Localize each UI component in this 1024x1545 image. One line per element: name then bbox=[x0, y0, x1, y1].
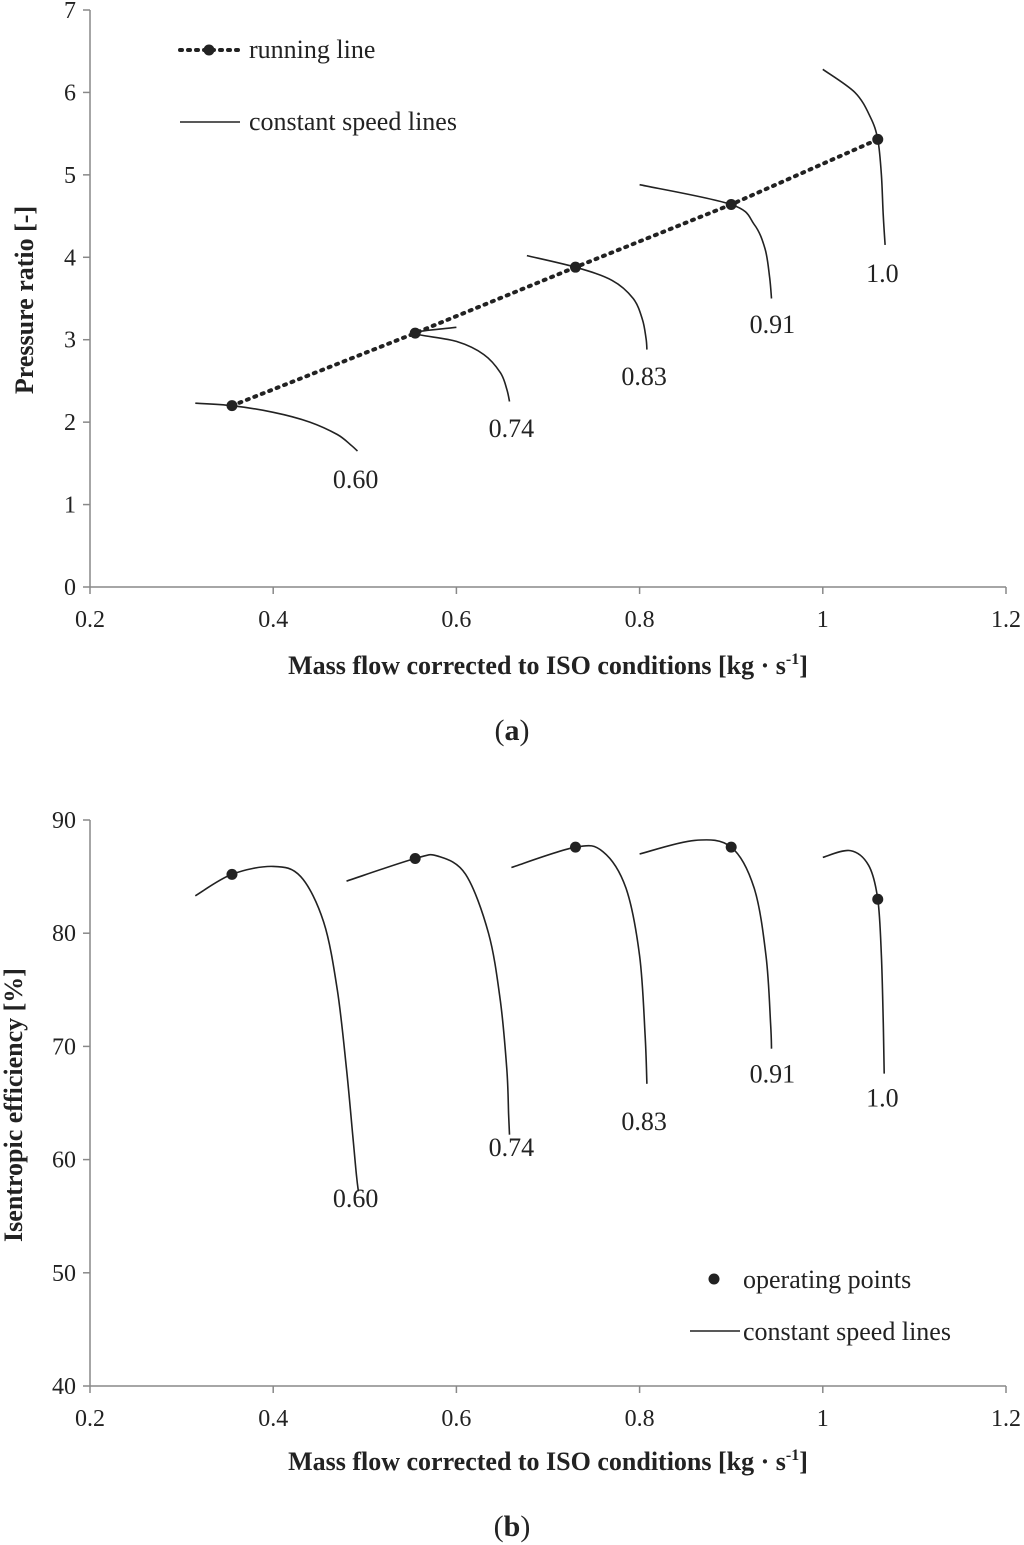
running-line bbox=[230, 137, 880, 408]
y-tick-label: 4 bbox=[64, 245, 76, 271]
y-tick-label: 2 bbox=[64, 410, 76, 436]
operating-point bbox=[409, 852, 421, 864]
chart-a: 0.2 0.4 0.6 0.8 1 1.2 0 1 2 3 4 5 6 7 0.60 0.74 0.83 0.9… bbox=[10, 0, 1021, 747]
y-tick-label: 70 bbox=[52, 1034, 76, 1060]
x-tick-label: 1 bbox=[817, 607, 829, 633]
legend-running-line-label: running line bbox=[249, 35, 375, 64]
speed-line-0-83 bbox=[511, 844, 648, 1084]
x-tick-label: 0.4 bbox=[258, 607, 288, 633]
x-tick-label: 0.6 bbox=[441, 607, 471, 633]
speed-line-0-91 bbox=[639, 839, 773, 1049]
speed-line-label: 0.91 bbox=[750, 1060, 796, 1089]
y-tick-label: 5 bbox=[64, 163, 76, 189]
speed-line-label: 0.74 bbox=[489, 1133, 535, 1162]
y-tick-label: 7 bbox=[64, 0, 76, 24]
speed-line-0-83 bbox=[526, 254, 648, 350]
chart-a-ticks: 0.2 0.4 0.6 0.8 1 1.2 0 1 2 3 4 5 6 7 bbox=[64, 0, 1021, 633]
speed-line-0-74 bbox=[346, 853, 511, 1135]
panel-b-caption: (b) bbox=[494, 1510, 531, 1543]
chart-b-ticks: 0.2 0.4 0.6 0.8 1 1.2 40 50 60 70 80 90 bbox=[52, 808, 1021, 1432]
y-tick-label: 90 bbox=[52, 808, 76, 834]
speed-line-label: 0.60 bbox=[333, 465, 379, 494]
legend-operating-points-label: operating points bbox=[743, 1265, 911, 1294]
panel-b-letter: b bbox=[504, 1510, 521, 1543]
x-tick-label: 0.8 bbox=[625, 607, 655, 633]
chart-a-y-label: Pressure ratio [-] bbox=[10, 206, 39, 394]
x-tick-label: 0.4 bbox=[258, 1406, 288, 1432]
operating-point bbox=[226, 868, 238, 880]
x-tick-label: 0.6 bbox=[441, 1406, 471, 1432]
speed-line-label: 0.60 bbox=[333, 1184, 379, 1213]
chart-b-x-label-main: Mass flow corrected to ISO conditions [k… bbox=[288, 1447, 786, 1476]
running-line-point bbox=[725, 199, 737, 211]
running-line-point bbox=[409, 327, 421, 339]
panel-a-letter: a bbox=[505, 714, 520, 747]
panel-a-caption: (a) bbox=[495, 714, 530, 747]
speed-line-label: 0.83 bbox=[621, 1107, 667, 1136]
x-tick-label: 0.8 bbox=[625, 1406, 655, 1432]
speed-line-1-0 bbox=[822, 849, 885, 1074]
speed-line-0-60 bbox=[195, 402, 359, 452]
operating-point bbox=[872, 893, 884, 905]
x-tick-label: 1.2 bbox=[991, 1406, 1021, 1432]
x-tick-label: 0.2 bbox=[75, 607, 105, 633]
chart-b-y-label: Isentropic efficiency [%] bbox=[0, 968, 28, 1242]
chart-b-x-label-sup: -1 bbox=[786, 1447, 799, 1464]
speed-line-0-60 bbox=[194, 865, 360, 1192]
chart-b-x-label: Mass flow corrected to ISO conditions [k… bbox=[288, 1447, 808, 1476]
x-tick-label: 1.2 bbox=[991, 607, 1021, 633]
chart-b-speed-lines: 0.60 0.74 0.83 0.91 1.0 bbox=[194, 839, 899, 1213]
y-tick-label: 60 bbox=[52, 1148, 76, 1174]
operating-point bbox=[569, 841, 581, 853]
chart-b-legend: operating points constant speed lines bbox=[690, 1265, 951, 1346]
chart-b-operating-points bbox=[226, 841, 884, 905]
legend-speed-lines-label: constant speed lines bbox=[249, 107, 457, 136]
speed-line-1-0 bbox=[822, 68, 886, 245]
speed-line-label: 0.74 bbox=[489, 414, 535, 443]
speed-line-0-91 bbox=[639, 183, 773, 299]
speed-line-label: 1.0 bbox=[866, 259, 899, 288]
legend-speed-lines-label-b: constant speed lines bbox=[743, 1317, 951, 1346]
chart-a-x-label-main: Mass flow corrected to ISO conditions [k… bbox=[288, 651, 786, 680]
legend-running-line-marker bbox=[203, 44, 215, 56]
speed-line-0-74 bbox=[414, 326, 511, 402]
y-tick-label: 3 bbox=[64, 328, 76, 354]
legend-operating-points-marker bbox=[708, 1273, 720, 1285]
running-line-point bbox=[226, 400, 238, 412]
y-tick-label: 1 bbox=[64, 493, 76, 519]
y-tick-label: 6 bbox=[64, 80, 76, 106]
running-line-point bbox=[569, 261, 581, 273]
x-tick-label: 1 bbox=[817, 1406, 829, 1432]
chart-b-x-label-end: ] bbox=[799, 1447, 808, 1476]
operating-point bbox=[725, 841, 737, 853]
chart-a-x-label-end: ] bbox=[799, 651, 808, 680]
y-tick-label: 40 bbox=[52, 1374, 76, 1400]
y-tick-label: 50 bbox=[52, 1261, 76, 1287]
y-tick-label: 80 bbox=[52, 921, 76, 947]
chart-a-x-label-sup: -1 bbox=[786, 651, 799, 668]
speed-line-label: 1.0 bbox=[866, 1083, 899, 1112]
chart-a-running-line bbox=[226, 133, 884, 412]
chart-a-speed-lines: 0.60 0.74 0.83 0.91 1.0 bbox=[195, 68, 899, 494]
x-tick-label: 0.2 bbox=[75, 1406, 105, 1432]
running-line-point bbox=[872, 133, 884, 145]
chart-a-x-label: Mass flow corrected to ISO conditions [k… bbox=[288, 651, 808, 680]
chart-a-legend: running line constant speed lines bbox=[178, 35, 457, 136]
chart-b: 0.2 0.4 0.6 0.8 1 1.2 40 50 60 70 80 90 0.60 0.74 0.8… bbox=[0, 808, 1021, 1543]
speed-line-label: 0.91 bbox=[750, 310, 796, 339]
y-tick-label: 0 bbox=[64, 575, 76, 601]
speed-line-label: 0.83 bbox=[621, 362, 667, 391]
